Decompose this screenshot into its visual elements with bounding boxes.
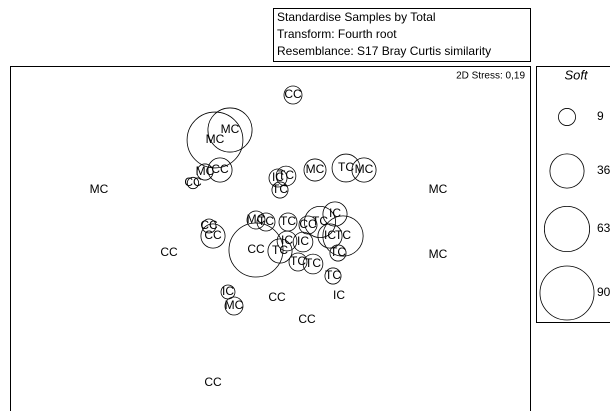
point-label: MC: [306, 162, 325, 176]
bubble: [322, 201, 348, 227]
header-line: Standardise Samples by Total: [277, 10, 436, 24]
legend-bubble: [558, 108, 576, 126]
bubble: [331, 153, 361, 183]
point-label: MC: [196, 164, 215, 178]
point-label: CC: [204, 375, 222, 389]
bubble: [256, 212, 276, 232]
point-label: CC: [200, 218, 218, 232]
point-label: CC: [211, 162, 229, 176]
point-label: IC: [324, 228, 336, 242]
point-label: TC: [258, 214, 274, 228]
point-label: CC: [247, 242, 265, 256]
point-label: MC: [429, 182, 448, 196]
bubble: [207, 157, 233, 183]
point-label: IC: [222, 284, 234, 298]
bubble: [351, 157, 377, 183]
point-label: TC: [312, 214, 328, 228]
bubble: [200, 223, 226, 249]
point-label: IC: [297, 234, 309, 248]
point-label: MC: [429, 247, 448, 261]
point-label: TC: [305, 256, 321, 270]
header-line: Resemblance: S17 Bray Curtis similarity: [277, 44, 491, 58]
legend-label: 36: [597, 163, 610, 177]
bubble: [324, 267, 342, 285]
legend-bubble: [543, 205, 591, 253]
legend-label: 90: [597, 285, 610, 299]
bubble: [186, 176, 200, 190]
plot-box: [10, 66, 531, 411]
bubble: [207, 107, 253, 153]
bubble: [201, 218, 217, 234]
legend-title: Soft: [564, 67, 589, 82]
bubble: [268, 168, 288, 188]
point-label: IC: [272, 170, 284, 184]
point-label: TC: [325, 268, 341, 282]
legend-bubble: [539, 265, 595, 321]
legend-bubble: [549, 153, 585, 189]
point-label: CC: [284, 87, 302, 101]
bubble: [329, 244, 347, 262]
point-label: TC: [272, 182, 288, 196]
point-label: MC: [355, 162, 374, 176]
bubble: [283, 85, 303, 105]
point-label: CC: [160, 245, 178, 259]
stress-annotation: 2D Stress: 0,19: [456, 71, 525, 82]
legend-label: 9: [597, 109, 604, 123]
bubble: [303, 158, 327, 182]
point-label: TC: [290, 254, 306, 268]
point-label: IC: [281, 233, 293, 247]
bubble: [267, 238, 293, 264]
point-label: IC: [333, 288, 345, 302]
point-label: CC: [268, 290, 286, 304]
bubble: [303, 205, 337, 239]
point-label: TC: [338, 160, 354, 174]
bubble: [317, 223, 343, 249]
header-line: Transform: Fourth root: [277, 27, 397, 41]
point-label: CC: [184, 175, 202, 189]
bubble: [276, 230, 298, 252]
bubble: [246, 210, 266, 230]
bubble: [322, 215, 364, 257]
point-label: TC: [278, 168, 294, 182]
legend-label: 63: [597, 221, 610, 235]
point-label: TC: [272, 243, 288, 257]
point-label: MC: [206, 132, 225, 146]
bubble: [288, 252, 308, 272]
header-box: [273, 8, 531, 62]
point-label: IC: [329, 206, 341, 220]
bubble: [292, 231, 314, 253]
bubble: [186, 111, 244, 169]
point-label: TC: [335, 228, 351, 242]
point-label: TC: [280, 214, 296, 228]
bubble: [271, 181, 289, 199]
legend-box: [536, 66, 610, 323]
bubble: [302, 253, 324, 275]
point-label: MC: [225, 298, 244, 312]
bubble: [224, 296, 244, 316]
point-label: CC: [299, 217, 317, 231]
point-label: MC: [221, 122, 240, 136]
point-label: CC: [204, 228, 222, 242]
bubble: [196, 163, 214, 181]
bubble: [298, 215, 318, 235]
bubble: [275, 165, 297, 187]
point-label: TC: [330, 245, 346, 259]
point-label: CC: [298, 312, 316, 326]
point-label: MC: [90, 182, 109, 196]
point-label: MC: [247, 212, 266, 226]
